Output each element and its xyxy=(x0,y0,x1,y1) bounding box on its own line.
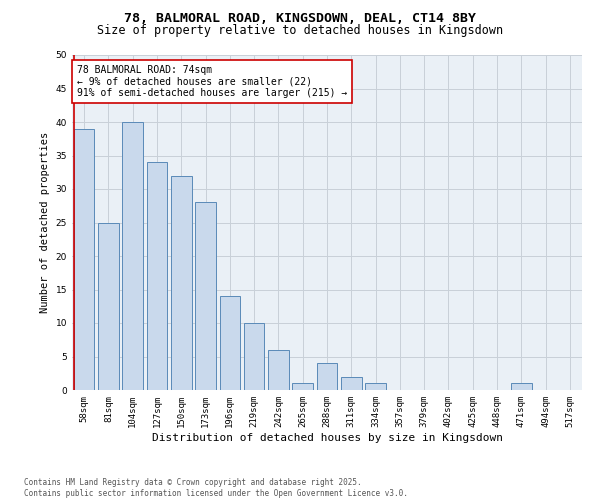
Bar xyxy=(220,296,240,390)
Bar xyxy=(74,128,94,390)
Bar xyxy=(341,376,362,390)
Bar xyxy=(122,122,143,390)
Text: Size of property relative to detached houses in Kingsdown: Size of property relative to detached ho… xyxy=(97,24,503,37)
Bar xyxy=(317,363,337,390)
Bar xyxy=(365,384,386,390)
X-axis label: Distribution of detached houses by size in Kingsdown: Distribution of detached houses by size … xyxy=(151,432,503,442)
Bar xyxy=(98,222,119,390)
Bar xyxy=(195,202,216,390)
Text: Contains HM Land Registry data © Crown copyright and database right 2025.
Contai: Contains HM Land Registry data © Crown c… xyxy=(24,478,408,498)
Text: 78, BALMORAL ROAD, KINGSDOWN, DEAL, CT14 8BY: 78, BALMORAL ROAD, KINGSDOWN, DEAL, CT14… xyxy=(124,12,476,26)
Bar xyxy=(268,350,289,390)
Bar xyxy=(171,176,191,390)
Bar xyxy=(146,162,167,390)
Y-axis label: Number of detached properties: Number of detached properties xyxy=(40,132,50,313)
Bar xyxy=(511,384,532,390)
Bar xyxy=(292,384,313,390)
Text: 78 BALMORAL ROAD: 74sqm
← 9% of detached houses are smaller (22)
91% of semi-det: 78 BALMORAL ROAD: 74sqm ← 9% of detached… xyxy=(77,65,347,98)
Bar xyxy=(244,323,265,390)
